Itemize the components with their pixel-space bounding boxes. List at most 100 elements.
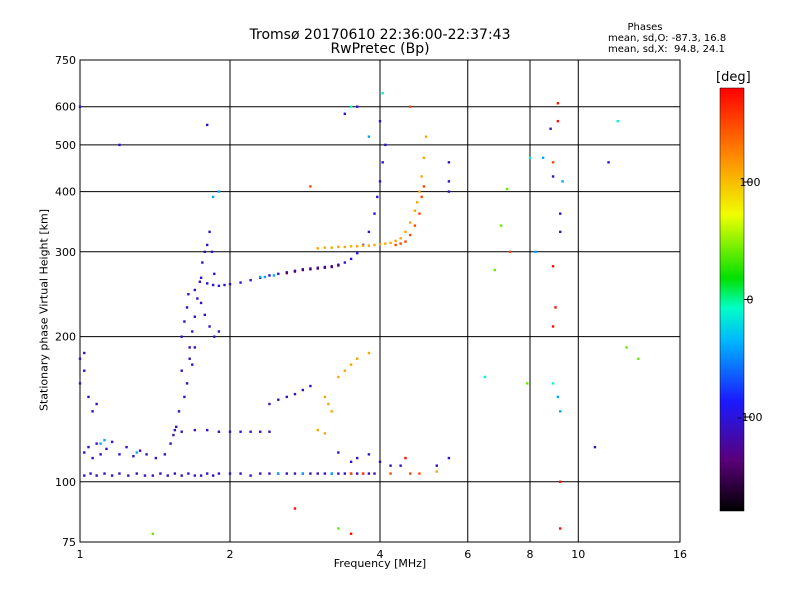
data-point — [330, 410, 333, 413]
data-point — [301, 472, 305, 475]
data-point — [323, 266, 327, 269]
data-point — [163, 453, 167, 456]
data-point — [191, 330, 194, 333]
data-point — [309, 268, 312, 271]
data-point — [549, 127, 552, 130]
data-point — [625, 346, 628, 349]
data-point — [95, 474, 98, 477]
data-point — [138, 449, 142, 452]
data-point — [378, 243, 382, 246]
data-point — [203, 250, 206, 254]
data-point — [89, 472, 92, 475]
data-point — [330, 246, 333, 249]
data-point — [381, 161, 384, 164]
data-point — [389, 472, 392, 475]
y-tick-label: 100 — [55, 476, 76, 489]
data-point — [378, 119, 382, 123]
colorbar-ticks: 100 0 -100 — [738, 176, 763, 424]
data-point — [263, 275, 267, 279]
grid-layer — [80, 60, 680, 542]
data-point — [143, 474, 147, 477]
data-point — [228, 430, 232, 433]
data-point — [447, 190, 451, 193]
data-point — [217, 284, 221, 288]
data-point — [309, 472, 312, 475]
x-tick-label: 10 — [571, 548, 585, 561]
data-point — [211, 474, 215, 477]
data-point — [99, 442, 102, 445]
data-point — [173, 472, 177, 475]
data-point — [394, 243, 397, 247]
y-tick-label: 600 — [55, 101, 76, 114]
data-point — [91, 410, 94, 413]
data-point — [83, 369, 86, 372]
data-point — [193, 474, 197, 477]
x-tick-label: 16 — [673, 548, 687, 561]
data-point — [118, 143, 121, 147]
data-point — [367, 453, 371, 456]
data-point — [199, 301, 203, 305]
data-point — [277, 398, 280, 401]
data-point — [183, 395, 186, 399]
data-point — [559, 527, 562, 530]
data-point — [187, 293, 190, 296]
chart-title: Tromsø 20170610 22:36:00-22:37:43 — [249, 27, 511, 43]
data-point — [349, 363, 353, 366]
data-point — [554, 306, 557, 309]
data-point — [508, 250, 512, 254]
data-point — [173, 428, 177, 432]
data-point — [217, 330, 221, 333]
data-point — [217, 430, 221, 433]
chart-subtitle: RwPretec (Bp) — [330, 41, 430, 57]
data-point — [367, 472, 371, 475]
data-point — [103, 472, 106, 475]
data-point — [169, 442, 172, 445]
data-point — [193, 346, 197, 349]
data-point — [217, 190, 221, 193]
data-point — [559, 230, 562, 234]
data-point — [541, 156, 545, 160]
data-point — [135, 451, 138, 454]
data-point — [420, 195, 423, 199]
data-point — [183, 320, 186, 323]
data-point — [355, 456, 359, 460]
data-point — [367, 230, 371, 234]
y-tick-label: 500 — [55, 139, 76, 152]
data-point — [551, 265, 555, 268]
colorbar — [719, 87, 745, 512]
data-point — [483, 375, 487, 379]
data-point — [151, 532, 155, 535]
data-point — [447, 456, 451, 460]
data-point — [447, 180, 451, 183]
data-point — [422, 185, 426, 188]
data-point — [607, 161, 610, 164]
data-point — [127, 474, 130, 477]
data-point — [293, 507, 297, 510]
data-point — [268, 274, 271, 277]
data-point — [228, 282, 232, 286]
data-point — [389, 464, 392, 467]
data-point — [616, 119, 619, 123]
data-point — [323, 395, 327, 399]
data-point — [316, 472, 319, 475]
data-point — [211, 283, 215, 287]
data-point — [188, 357, 191, 360]
data-point — [316, 247, 319, 250]
x-tick-label: 8 — [527, 548, 534, 561]
colorbar-tick-label: 0 — [747, 294, 754, 307]
data-point — [125, 445, 128, 449]
data-point — [103, 438, 106, 442]
data-point — [316, 267, 319, 270]
data-point — [415, 201, 419, 204]
data-point — [327, 402, 330, 406]
data-point — [198, 280, 202, 283]
data-point — [180, 474, 183, 477]
data-point — [249, 430, 252, 433]
colorbar-tick-label: 100 — [740, 176, 761, 189]
data-point — [409, 105, 412, 108]
data-point — [551, 175, 555, 178]
data-point — [177, 410, 181, 413]
data-point — [268, 430, 271, 433]
data-point — [556, 119, 560, 123]
data-point — [378, 180, 382, 183]
